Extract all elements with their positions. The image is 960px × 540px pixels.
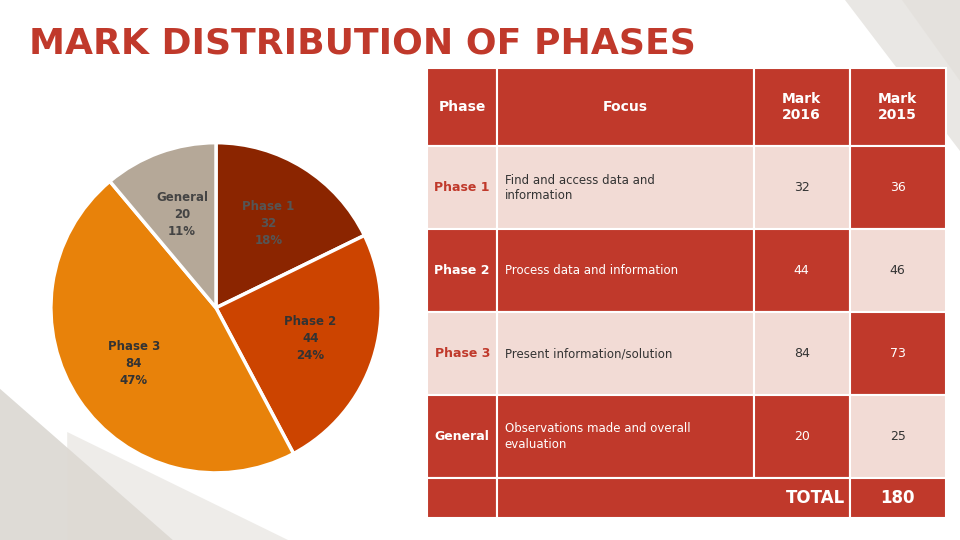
Polygon shape (67, 432, 288, 540)
Bar (427, 395, 497, 478)
Bar (427, 230, 497, 312)
Bar (754, 146, 850, 230)
Text: MARK DISTRIBUTION OF PHASES: MARK DISTRIBUTION OF PHASES (29, 27, 696, 61)
Bar (497, 312, 754, 395)
Text: Phase 2
44
24%: Phase 2 44 24% (284, 315, 336, 362)
Bar (850, 230, 946, 312)
Text: 180: 180 (880, 489, 915, 507)
Text: 25: 25 (890, 430, 905, 443)
Text: TOTAL: TOTAL (785, 489, 845, 507)
Text: Phase 1
32
18%: Phase 1 32 18% (242, 200, 295, 247)
Text: Find and access data and
information: Find and access data and information (505, 173, 655, 202)
Text: Observations made and overall
evaluation: Observations made and overall evaluation (505, 422, 690, 451)
Text: Phase 1: Phase 1 (435, 181, 490, 194)
Text: Mark
2015: Mark 2015 (878, 92, 917, 123)
Text: Phase 2: Phase 2 (435, 264, 490, 277)
Wedge shape (51, 181, 294, 473)
Text: 46: 46 (890, 264, 905, 277)
Wedge shape (109, 143, 216, 308)
Bar (427, 146, 497, 230)
Text: Mark
2016: Mark 2016 (782, 92, 822, 123)
Text: 44: 44 (794, 264, 809, 277)
Polygon shape (902, 0, 960, 81)
Text: Process data and information: Process data and information (505, 264, 678, 277)
Bar (497, 146, 754, 230)
Wedge shape (216, 143, 365, 308)
Text: 20: 20 (794, 430, 809, 443)
Bar (754, 395, 850, 478)
Text: 36: 36 (890, 181, 905, 194)
Bar (754, 312, 850, 395)
Text: 73: 73 (890, 347, 905, 360)
Text: 32: 32 (794, 181, 809, 194)
Wedge shape (216, 235, 381, 454)
Text: General: General (435, 430, 490, 443)
Text: General
20
11%: General 20 11% (156, 191, 208, 238)
Bar (850, 312, 946, 395)
Bar (850, 146, 946, 230)
Text: Phase 3
84
47%: Phase 3 84 47% (108, 340, 160, 387)
Text: Phase: Phase (439, 100, 486, 114)
Bar (850, 68, 946, 146)
Bar (754, 68, 850, 146)
Bar (497, 68, 754, 146)
Bar (850, 478, 946, 518)
Text: Focus: Focus (603, 100, 648, 114)
Text: 84: 84 (794, 347, 809, 360)
Polygon shape (845, 0, 960, 151)
Bar (497, 230, 754, 312)
Polygon shape (0, 389, 173, 540)
Text: Phase 3: Phase 3 (435, 347, 490, 360)
Bar (497, 395, 754, 478)
Bar (427, 478, 497, 518)
Bar (497, 478, 850, 518)
Text: Present information/solution: Present information/solution (505, 347, 672, 360)
Bar (754, 230, 850, 312)
Bar (427, 312, 497, 395)
Bar (850, 395, 946, 478)
Bar (427, 68, 497, 146)
